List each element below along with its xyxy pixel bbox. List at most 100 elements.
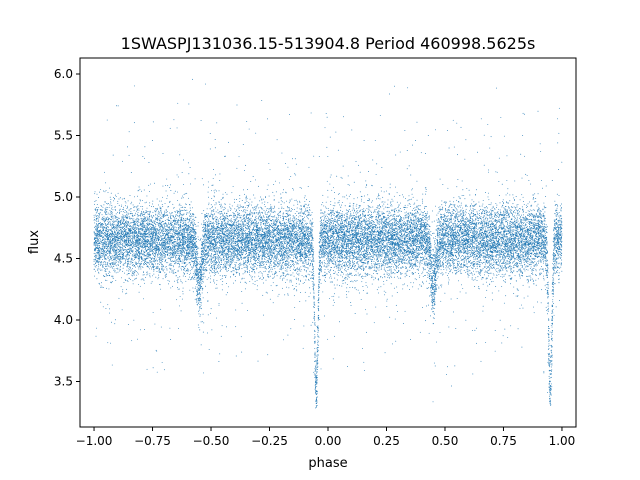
data-point [222,284,223,285]
data-point [141,243,142,244]
data-point [142,156,143,157]
data-point [353,235,354,236]
data-point [265,259,266,260]
data-point [383,260,384,261]
data-point [535,242,536,243]
data-point [493,266,494,267]
data-point [391,254,392,255]
data-point [216,268,217,269]
data-point [331,218,332,219]
data-point [401,250,402,251]
data-point [245,207,246,208]
data-point [478,202,479,203]
data-point [135,267,136,268]
data-point [315,336,316,337]
data-point [430,231,431,232]
data-point [157,220,158,221]
data-point [389,207,390,208]
data-point [531,214,532,215]
data-point [171,248,172,249]
data-point [426,261,427,262]
data-point [284,259,285,260]
data-point [142,209,143,210]
data-point [190,214,191,215]
data-point [111,253,112,254]
data-point [527,259,528,260]
data-point [190,184,191,185]
data-point [207,292,208,293]
data-point [221,246,222,247]
data-point [546,257,547,258]
data-point [389,254,390,255]
data-point [377,212,378,213]
data-point [559,212,560,213]
data-point [385,220,386,221]
data-point [552,340,553,341]
data-point [402,220,403,221]
data-point [561,233,562,234]
data-point [199,264,200,265]
data-point [325,250,326,251]
data-point [465,206,466,207]
data-point [246,265,247,266]
data-point [523,241,524,242]
data-point [423,269,424,270]
data-point [291,254,292,255]
data-point [115,251,116,252]
data-point [367,264,368,265]
data-point [166,226,167,227]
data-point [229,220,230,221]
data-point [283,230,284,231]
data-point [195,260,196,261]
data-point [399,234,400,235]
data-point [306,231,307,232]
data-point [258,276,259,277]
data-point [558,222,559,223]
data-point [221,228,222,229]
data-point [250,242,251,243]
data-point [378,213,379,214]
data-point [511,244,512,245]
data-point [348,248,349,249]
data-point [366,228,367,229]
data-point [333,228,334,229]
data-point [295,231,296,232]
data-point [434,261,435,262]
data-point [94,215,95,216]
data-point [351,273,352,274]
data-point [414,229,415,230]
data-point [473,235,474,236]
data-point [552,312,553,313]
data-point [111,234,112,235]
data-point [328,255,329,256]
data-point [287,206,288,207]
data-point [250,227,251,228]
data-point [118,225,119,226]
data-point [412,274,413,275]
data-point [515,207,516,208]
data-point [455,273,456,274]
data-point [107,253,108,254]
data-point [368,254,369,255]
data-point [170,215,171,216]
data-point [463,266,464,267]
data-point [135,262,136,263]
data-point [477,276,478,277]
data-point [121,234,122,235]
data-point [107,342,108,343]
data-point [148,267,149,268]
data-point [191,267,192,268]
data-point [159,227,160,228]
data-point [410,204,411,205]
data-point [199,267,200,268]
data-point [162,204,163,205]
data-point [439,235,440,236]
data-point [315,357,316,358]
data-point [290,211,291,212]
data-point [237,260,238,261]
data-point [480,254,481,255]
data-point [256,268,257,269]
data-point [390,246,391,247]
data-point [152,244,153,245]
data-point [237,205,238,206]
